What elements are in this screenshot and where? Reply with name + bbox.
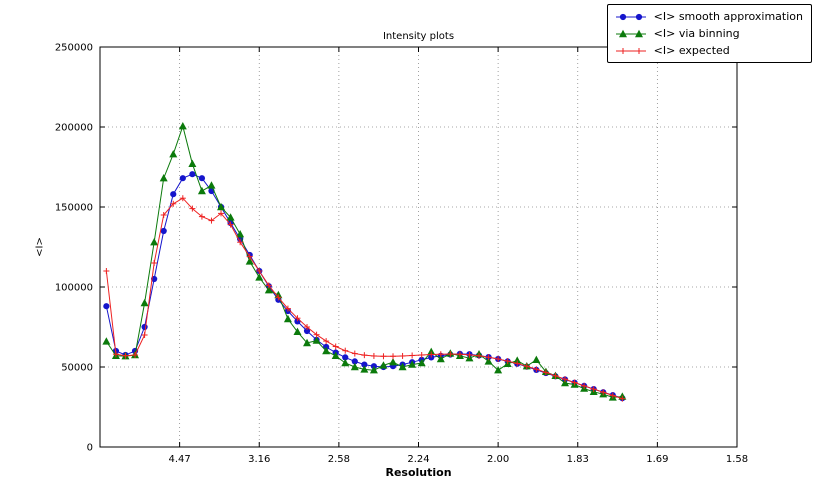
svg-text:1.83: 1.83 <box>567 454 589 465</box>
svg-text:2.24: 2.24 <box>407 454 429 465</box>
svg-text:0: 0 <box>87 443 93 454</box>
chart-title: Intensity plots <box>382 31 455 42</box>
legend-item-expected: <I> expected <box>614 43 803 58</box>
legend-item-smooth-approximation: <I> smooth approximation <box>614 9 803 24</box>
svg-text:150000: 150000 <box>55 203 93 214</box>
svg-text:2.00: 2.00 <box>487 454 509 465</box>
svg-text:1.58: 1.58 <box>726 454 748 465</box>
legend-marker-plus-icon <box>615 47 646 54</box>
legend: <I> smooth approximation <I> via binning… <box>606 4 812 63</box>
legend-marker-triangle-icon <box>615 29 646 37</box>
svg-text:4.47: 4.47 <box>168 454 190 465</box>
svg-text:250000: 250000 <box>55 43 93 54</box>
svg-text:2.58: 2.58 <box>328 454 350 465</box>
legend-item-via-binning: <I> via binning <box>614 26 803 41</box>
svg-text:3.16: 3.16 <box>248 454 270 465</box>
svg-text:1.69: 1.69 <box>646 454 668 465</box>
legend-label: <I> via binning <box>653 27 740 40</box>
x-axis-label: Resolution <box>385 466 452 479</box>
svg-text:200000: 200000 <box>55 123 93 134</box>
legend-label: <I> smooth approximation <box>653 10 803 23</box>
legend-label: <I> expected <box>653 44 730 57</box>
svg-text:100000: 100000 <box>55 283 93 294</box>
svg-text:50000: 50000 <box>61 363 93 374</box>
legend-marker-circle-icon <box>615 13 646 20</box>
y-axis-label: <I> <box>34 237 46 257</box>
